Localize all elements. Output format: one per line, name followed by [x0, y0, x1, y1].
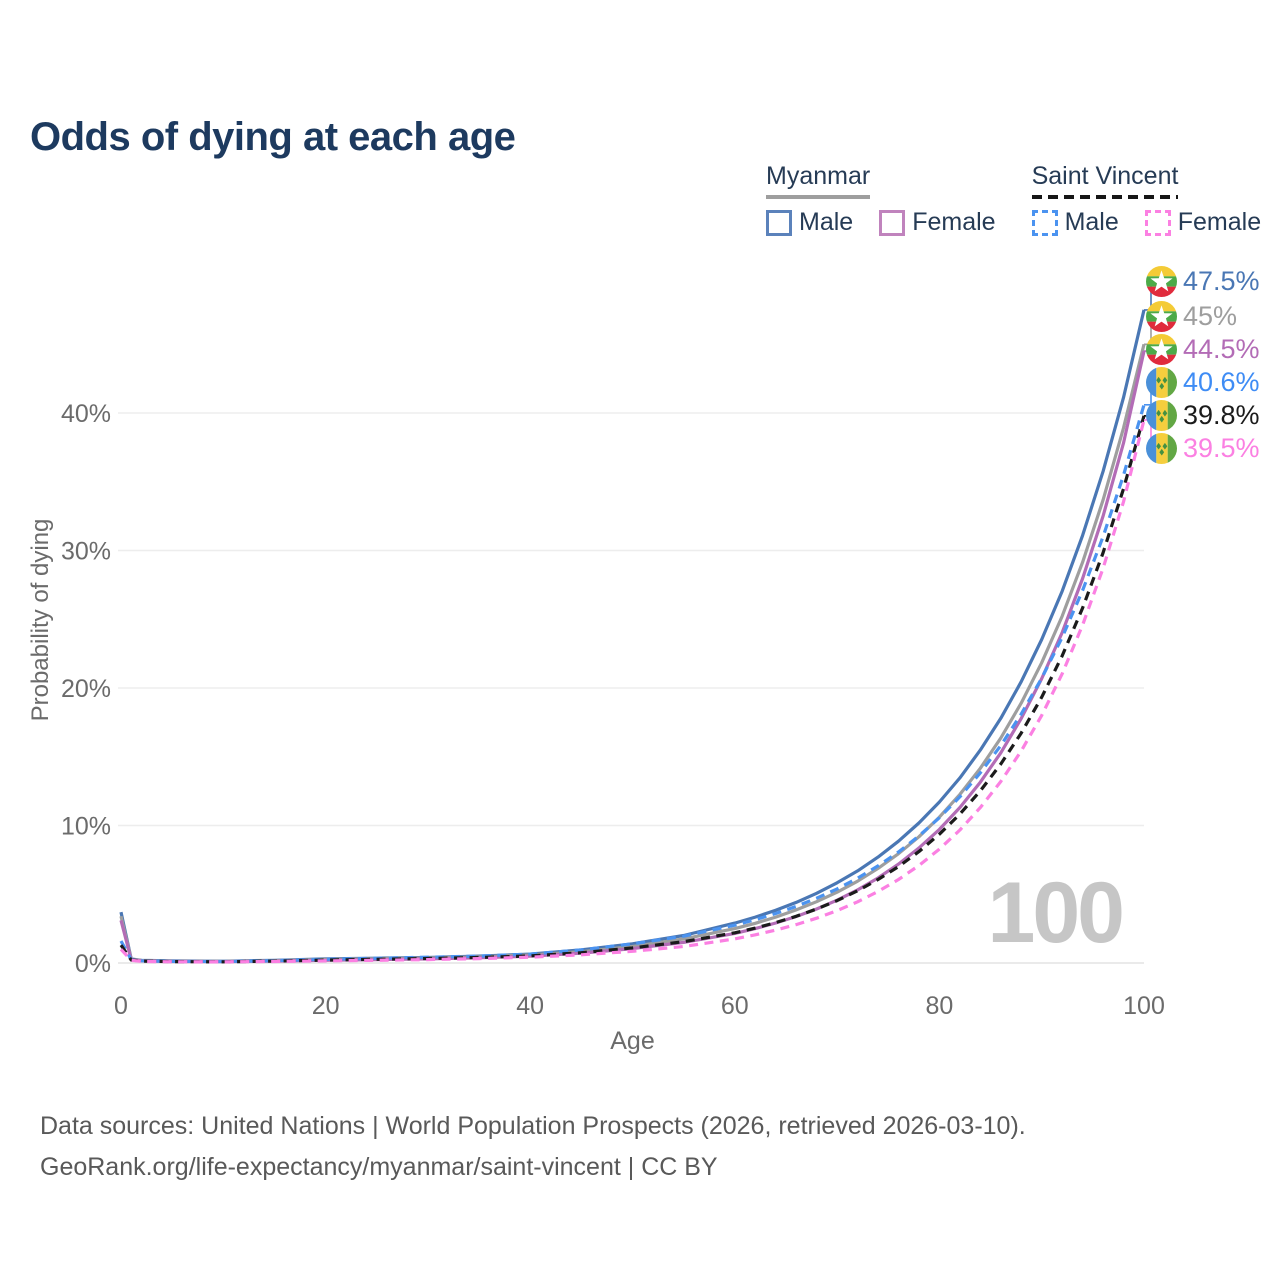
- age-watermark: 100: [988, 865, 1126, 961]
- myanmar-male-checkbox[interactable]: [766, 209, 792, 236]
- y-axis-title: Probability of dying: [27, 519, 54, 722]
- end-label-saint-vincent-female: 39.5%: [1146, 432, 1260, 464]
- axis-labels: 0% 10% 20% 30% 40% 0 20 40 60 80 100 Age Probability…: [27, 400, 1165, 1055]
- y-tick-20%: 20%: [61, 675, 111, 703]
- end-label-saint-vincent-male: 40.6%: [1146, 366, 1260, 398]
- end-label-saint-vincent-both-sexes: 39.8%: [1146, 399, 1260, 431]
- y-tick-40%: 40%: [61, 400, 111, 428]
- myanmar-flag-icon: [1146, 266, 1177, 297]
- legend-entry-label: Male: [799, 208, 854, 236]
- series-line-saint-vincent-5[interactable]: [119, 419, 1146, 964]
- saint-vincent-combined-line-key: [1031, 195, 1179, 199]
- legend-entry-label: Male: [1064, 208, 1119, 236]
- y-tick-30%: 30%: [61, 538, 111, 566]
- x-tick-40: 40: [516, 992, 544, 1020]
- saint-vincent-male-checkbox[interactable]: [1031, 209, 1058, 236]
- legend-group-saint-vincent: Saint Vincent Male Female: [1031, 162, 1262, 237]
- legend-entry-myanmar-female[interactable]: Female: [879, 208, 996, 237]
- legend-entry-myanmar-male[interactable]: Male: [766, 208, 853, 237]
- legend-entry-saint-vincent-female[interactable]: Female: [1144, 208, 1262, 237]
- myanmar-flag-icon: [1146, 301, 1177, 332]
- myanmar-flag-icon: [1146, 334, 1177, 365]
- end-value: 45%: [1183, 300, 1238, 331]
- legend: Myanmar Male Female Saint Vincent Male: [766, 162, 1261, 237]
- end-label-myanmar-female: 44.5%: [1146, 333, 1260, 365]
- page-title: Odds of dying at each age: [30, 114, 516, 159]
- x-tick-0: 0: [114, 992, 128, 1020]
- y-tick-10%: 10%: [61, 813, 111, 841]
- legend-country-saint-vincent[interactable]: Saint Vincent: [1031, 162, 1179, 199]
- legend-group-myanmar: Myanmar Male Female: [766, 162, 996, 237]
- data-sources-line: Data sources: United Nations | World Pop…: [40, 1112, 1026, 1140]
- legend-entry-label: Female: [912, 208, 996, 236]
- legend-entry-saint-vincent-male[interactable]: Male: [1031, 208, 1119, 237]
- end-label-myanmar-both-sexes: 45%: [1146, 300, 1237, 332]
- x-axis-title: Age: [610, 1027, 654, 1055]
- saint-vincent-female-checkbox[interactable]: [1144, 209, 1171, 236]
- legend-country-myanmar[interactable]: Myanmar: [766, 162, 871, 199]
- saint-vincent-flag-icon: [1146, 400, 1177, 431]
- x-tick-80: 80: [925, 992, 953, 1020]
- series-lines: [119, 309, 1146, 964]
- end-value: 47.5%: [1183, 266, 1260, 297]
- myanmar-combined-line-key: [766, 195, 871, 199]
- myanmar-female-checkbox[interactable]: [879, 209, 906, 236]
- x-tick-20: 20: [312, 992, 340, 1020]
- gridlines: [118, 412, 1144, 964]
- end-value: 44.5%: [1183, 333, 1260, 364]
- source-footer: Data sources: United Nations | World Pop…: [40, 1106, 1026, 1188]
- legend-entry-label: Female: [1177, 208, 1262, 236]
- end-value: 39.8%: [1183, 399, 1260, 430]
- series-line-saint-vincent-4[interactable]: [119, 415, 1146, 964]
- series-line-myanmar-0[interactable]: [119, 309, 1146, 963]
- saint-vincent-flag-icon: [1146, 367, 1177, 398]
- end-label-myanmar-male: 47.5%: [1146, 266, 1260, 298]
- attribution-line: GeoRank.org/life-expectancy/myanmar/sain…: [40, 1153, 718, 1181]
- x-tick-100: 100: [1123, 992, 1165, 1020]
- end-value: 39.5%: [1183, 432, 1260, 463]
- saint-vincent-flag-icon: [1146, 433, 1177, 464]
- end-value: 40.6%: [1183, 366, 1260, 397]
- watermark-age: 100: [988, 865, 1123, 961]
- x-tick-60: 60: [721, 992, 749, 1020]
- y-tick-0%: 0%: [75, 950, 111, 978]
